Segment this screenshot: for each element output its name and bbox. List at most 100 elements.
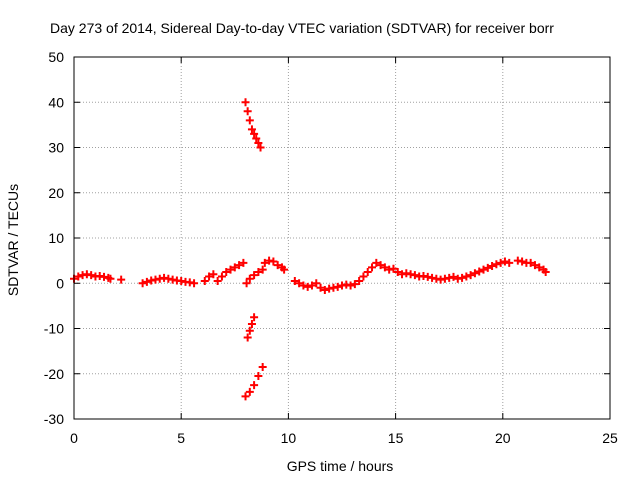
- data-point: [213, 276, 222, 285]
- data-point: [142, 277, 151, 286]
- data-point: [260, 258, 269, 267]
- data-point: [380, 263, 389, 272]
- data-point: [209, 270, 218, 279]
- data-point: [117, 275, 126, 284]
- data-point: [483, 263, 492, 272]
- data-point: [250, 313, 259, 322]
- data-point: [320, 286, 329, 295]
- data-point: [479, 265, 488, 274]
- data-point: [254, 267, 263, 276]
- data-point: [368, 263, 377, 272]
- chart-title: Day 273 of 2014, Sidereal Day-to-day VTE…: [50, 20, 554, 36]
- y-tick-label: -10: [44, 321, 64, 337]
- data-point: [250, 129, 259, 138]
- data-point: [138, 279, 147, 288]
- data-point: [239, 258, 248, 267]
- data-point: [389, 264, 398, 273]
- data-point: [106, 274, 115, 283]
- data-point: [245, 387, 254, 396]
- data-point: [316, 283, 325, 292]
- data-point: [458, 273, 467, 282]
- data-point: [273, 261, 282, 270]
- data-point: [488, 262, 497, 271]
- x-axis-label: GPS time / hours: [287, 458, 394, 474]
- data-point: [505, 258, 514, 267]
- axis-ticks: 0 5 10 15 20 25 -30 -20 -10 0 10 20 30 40 50: [44, 49, 618, 446]
- data-point: [241, 98, 250, 107]
- y-tick-label: 10: [48, 230, 64, 246]
- data-point: [496, 258, 505, 267]
- grid-lines: [74, 57, 610, 419]
- data-point: [466, 271, 475, 280]
- data-point: [393, 267, 402, 276]
- y-tick-label: 0: [56, 275, 64, 291]
- data-point: [269, 257, 278, 266]
- data-point: [462, 272, 471, 281]
- data-point: [410, 271, 419, 280]
- data-point: [252, 134, 261, 143]
- y-tick-label: 30: [48, 140, 64, 156]
- data-point: [363, 267, 372, 276]
- data-point: [230, 263, 239, 272]
- data-point: [541, 267, 550, 276]
- y-axis-label: SDTVAR / TECUs: [5, 184, 21, 296]
- data-point: [190, 279, 199, 288]
- data-point: [241, 392, 250, 401]
- data-point: [290, 276, 299, 285]
- data-point: [526, 258, 535, 267]
- y-tick-label: 50: [48, 49, 64, 65]
- data-point: [530, 261, 539, 270]
- data-point: [475, 267, 484, 276]
- data-point: [372, 258, 381, 267]
- data-point: [226, 265, 235, 274]
- data-point: [235, 261, 244, 270]
- data-point: [222, 267, 231, 276]
- data-point: [303, 282, 312, 291]
- data-point: [355, 276, 364, 285]
- data-point: [245, 116, 254, 125]
- data-point: [312, 279, 321, 288]
- data-point: [359, 272, 368, 281]
- x-tick-label: 25: [602, 430, 618, 446]
- data-point: [247, 125, 256, 134]
- x-tick-label: 10: [281, 430, 297, 446]
- data-point: [535, 263, 544, 272]
- data-point: [376, 261, 385, 270]
- data-point: [256, 143, 265, 152]
- x-tick-label: 0: [70, 430, 78, 446]
- data-point: [258, 265, 267, 274]
- data-point: [307, 281, 316, 290]
- data-points: [70, 98, 550, 401]
- data-point: [250, 271, 259, 280]
- y-tick-label: -30: [44, 411, 64, 427]
- data-point: [217, 272, 226, 281]
- data-point: [254, 138, 263, 147]
- data-point: [295, 279, 304, 288]
- data-point: [243, 333, 252, 342]
- x-tick-label: 5: [177, 430, 185, 446]
- data-point: [350, 280, 359, 289]
- data-point: [492, 260, 501, 269]
- data-point: [245, 326, 254, 335]
- data-point: [299, 281, 308, 290]
- data-point: [243, 107, 252, 116]
- data-point: [247, 319, 256, 328]
- data-point: [242, 279, 251, 288]
- data-point: [74, 272, 83, 281]
- data-point: [333, 282, 342, 291]
- data-point: [449, 272, 458, 281]
- data-point: [245, 274, 254, 283]
- data-point: [200, 276, 209, 285]
- x-tick-label: 15: [388, 430, 404, 446]
- data-point: [346, 281, 355, 290]
- data-point: [470, 269, 479, 278]
- data-point: [205, 272, 214, 281]
- data-point: [280, 265, 289, 274]
- x-tick-label: 20: [495, 430, 511, 446]
- data-point: [250, 381, 259, 390]
- data-point: [500, 257, 509, 266]
- data-point: [87, 271, 96, 280]
- data-point: [518, 257, 527, 266]
- data-point: [258, 362, 267, 371]
